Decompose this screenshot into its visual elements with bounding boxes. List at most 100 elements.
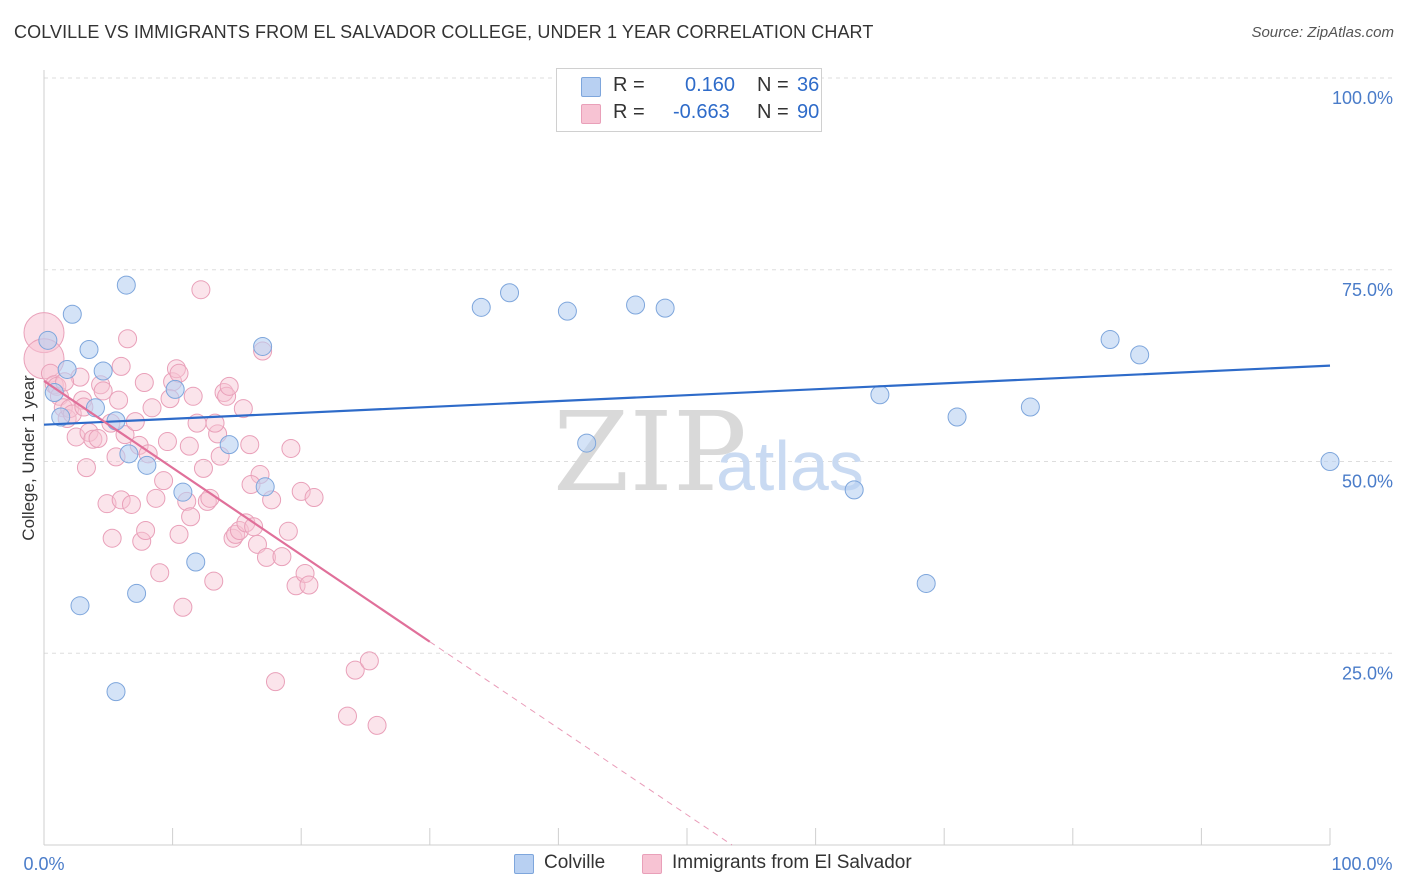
grid-lines xyxy=(44,77,1392,654)
el-salvador-point xyxy=(247,534,267,554)
colville-point xyxy=(106,682,126,702)
colville-point xyxy=(137,455,157,475)
el-salvador-point xyxy=(154,471,174,491)
el-salvador-point xyxy=(109,390,129,410)
el-salvador-point xyxy=(88,428,108,448)
bottom-legend-swatch-colville xyxy=(514,854,534,874)
el-salvador-point xyxy=(111,356,131,376)
colville-point xyxy=(844,480,864,500)
el-salvador-point xyxy=(157,432,177,452)
colville-point xyxy=(219,435,239,455)
bottom-legend-label-el-salvador: Immigrants from El Salvador xyxy=(672,852,912,873)
el-salvador-point xyxy=(118,329,138,349)
y-tick-label-25: 25.0% xyxy=(1342,663,1393,683)
colville-point xyxy=(127,583,147,603)
legend-swatch-colville xyxy=(581,77,601,97)
colville-point xyxy=(79,340,99,360)
el-salvador-point xyxy=(97,494,117,514)
el-salvador-point xyxy=(132,531,152,551)
el-salvador-point xyxy=(299,575,319,595)
el-salvador-point xyxy=(240,435,260,455)
y-axis-label: College, Under 1 year xyxy=(19,375,38,541)
el-salvador-point xyxy=(193,458,213,478)
el-salvador-point xyxy=(265,672,285,692)
watermark-atlas: atlas xyxy=(716,427,864,505)
colville-point xyxy=(1020,397,1040,417)
colville-point xyxy=(51,407,71,427)
el-salvador-point xyxy=(181,507,201,527)
colville-point xyxy=(1100,330,1120,350)
bottom-legend-label-colville: Colville xyxy=(544,852,606,873)
x-tick-label-min: 0.0% xyxy=(23,854,64,874)
el-salvador-trend-line xyxy=(43,380,431,643)
legend-swatch-el-salvador xyxy=(581,104,601,124)
chart-title: COLVILLE VS IMMIGRANTS FROM EL SALVADOR … xyxy=(14,22,874,42)
el-salvador-point xyxy=(76,458,96,478)
el-salvador-point xyxy=(83,429,103,449)
el-salvador-point xyxy=(134,372,154,392)
el-salvador-point xyxy=(93,381,113,401)
el-salvador-point xyxy=(367,715,387,735)
el-salvador-point xyxy=(229,521,249,541)
el-salvador-point xyxy=(233,399,253,419)
el-salvador-point xyxy=(169,524,189,544)
colville-point xyxy=(557,301,577,321)
colville-point xyxy=(57,359,77,379)
source-label: Source: ZipAtlas.com xyxy=(1251,24,1394,41)
x-tick-label-max: 100.0% xyxy=(1331,854,1392,874)
legend-r-label: R = xyxy=(613,74,645,96)
colville-point xyxy=(626,295,646,315)
el-salvador-point xyxy=(359,651,379,671)
legend-n-label: N = xyxy=(757,74,789,96)
colville-point xyxy=(916,573,936,593)
el-salvador-point xyxy=(278,521,298,541)
watermark: ZIP atlas xyxy=(553,388,864,516)
y-tick-label-50: 50.0% xyxy=(1342,472,1393,492)
legend-r-value: -0.663 xyxy=(673,101,730,123)
series-colville xyxy=(38,68,1340,702)
el-salvador-point xyxy=(183,386,203,406)
colville-point xyxy=(253,336,273,356)
el-salvador-trend-extension xyxy=(429,641,733,846)
el-salvador-point xyxy=(272,547,292,567)
colville-trend-line xyxy=(43,364,1331,426)
colville-point xyxy=(1320,452,1340,471)
colville-point xyxy=(62,304,82,324)
el-salvador-point xyxy=(102,528,122,548)
y-tick-label-75: 75.0% xyxy=(1342,280,1393,300)
colville-point xyxy=(44,382,64,402)
series-immigrants-el-salvador xyxy=(23,280,387,735)
legend-n-value: 36 xyxy=(797,74,820,96)
colville-point xyxy=(471,297,491,317)
el-salvador-point xyxy=(66,427,86,447)
trend-lines xyxy=(43,364,1331,846)
colville-point xyxy=(1130,345,1150,365)
el-salvador-point xyxy=(204,571,224,591)
colville-point xyxy=(116,275,136,295)
el-salvador-point xyxy=(281,438,301,458)
colville-point xyxy=(119,444,139,464)
bottom-legend-swatch-el-salvador xyxy=(642,854,662,874)
colville-point xyxy=(85,398,105,418)
colville-point xyxy=(500,283,520,303)
el-salvador-point xyxy=(146,488,166,508)
legend-n-label: N = xyxy=(757,101,789,123)
legend-n-value: 90 xyxy=(797,101,820,123)
el-salvador-point xyxy=(256,547,276,567)
el-salvador-point xyxy=(142,398,162,418)
colville-point xyxy=(173,482,193,502)
el-salvador-point xyxy=(169,363,189,383)
el-salvador-point xyxy=(205,413,225,433)
colville-point xyxy=(93,361,113,381)
el-salvador-point xyxy=(179,436,199,456)
colville-point xyxy=(947,407,967,427)
colville-point xyxy=(577,433,597,453)
colville-point xyxy=(38,330,58,350)
y-tick-labels: 25.0% 50.0% 75.0% 100.0% xyxy=(1332,88,1393,683)
el-salvador-point xyxy=(304,488,324,508)
correlation-legend: R = 0.160 N = 36 R = -0.663 N = 90 xyxy=(556,68,822,132)
colville-point xyxy=(165,379,185,399)
colville-point xyxy=(186,552,206,572)
colville-point xyxy=(870,385,890,405)
